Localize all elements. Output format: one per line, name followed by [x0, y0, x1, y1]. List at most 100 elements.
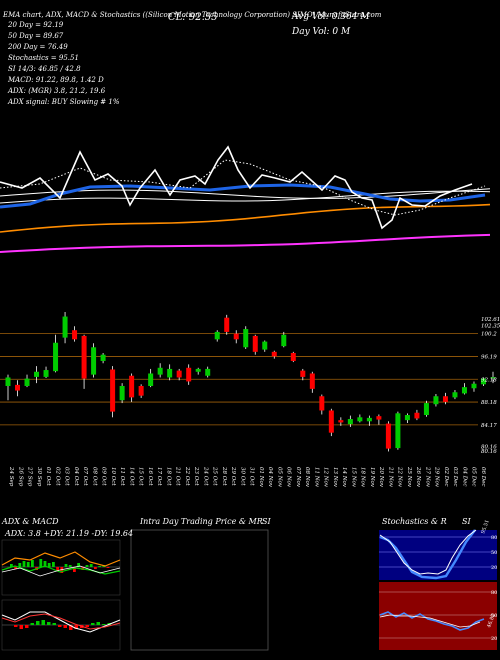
date-tick-label: 06 Dec [480, 467, 486, 487]
macd-hist-bar [25, 625, 29, 628]
ema-50-line [0, 188, 491, 199]
candle-body [366, 417, 372, 422]
candle [442, 392, 448, 405]
ema-chart [0, 145, 491, 253]
candle [490, 371, 496, 384]
candle [271, 350, 277, 359]
date-tick-label: 07 Nov [295, 467, 301, 488]
price-tick-label: 84.17 [481, 423, 497, 429]
date-tick-label: 04 Dec [461, 467, 467, 487]
candle [148, 368, 154, 388]
candle [366, 415, 372, 426]
date-tick-label: 17 Oct [156, 467, 162, 486]
adx-hist-bar [89, 564, 93, 567]
date-tick-label: 03 Dec [452, 467, 458, 487]
candle-body [319, 396, 325, 411]
candle [262, 340, 268, 352]
candle [205, 366, 211, 378]
candle [300, 368, 306, 381]
date-tick-label: 20 Nov [378, 466, 384, 488]
candle-body [471, 383, 477, 389]
candle [338, 417, 344, 426]
candle [119, 383, 125, 404]
adx-hist-bar [64, 564, 68, 567]
adx-hist-bar [94, 567, 97, 569]
date-tick-label: 29 Nov [434, 466, 440, 488]
candle [24, 374, 30, 388]
date-tick-label: 04 Oct [73, 467, 79, 486]
candle-body [395, 413, 401, 449]
candle [176, 368, 182, 381]
candle [319, 394, 325, 415]
date-tick-label: 23 Oct [193, 466, 199, 486]
candle-body [252, 335, 258, 352]
rsi-line [379, 611, 485, 631]
price-tick-label: 80.16 [481, 449, 497, 455]
macd-hist-bar [102, 624, 106, 625]
stoch-k-line [379, 529, 477, 575]
si-label: SI 14/3: 46.85 / 42.8 [8, 65, 81, 73]
intraday-panel-frame [130, 529, 269, 651]
candle [53, 334, 59, 373]
ma-50-label: 50 Day = 89.67 [8, 32, 64, 40]
price-tick-label: 92.18 [481, 377, 497, 383]
candle [195, 367, 201, 375]
date-tick-label: 07 Oct [82, 467, 88, 486]
candle [62, 312, 68, 344]
candle [243, 326, 249, 349]
stoch-panel-bg [379, 530, 497, 580]
date-tick-label: 28 Oct [221, 466, 227, 486]
candle-body [214, 331, 220, 340]
macd-hist-bar [69, 625, 73, 630]
candle-body [338, 420, 344, 423]
ema-long-line [0, 233, 491, 253]
date-tick-label: 26 Sep [17, 466, 23, 487]
candle-body [138, 386, 144, 396]
price-tick-label: 100.2 [481, 332, 497, 338]
adx-hist-bar [85, 565, 89, 567]
date-tick-label: 08 Nov [304, 467, 310, 488]
price-tick-label: 96.19 [481, 354, 497, 360]
candle [129, 373, 135, 402]
candle-body [62, 316, 68, 338]
date-tick-label: 30 Oct [239, 467, 245, 486]
date-tick-label: 05 Nov [276, 467, 282, 488]
candle [461, 383, 467, 395]
candle [347, 415, 353, 427]
candle [404, 413, 410, 423]
stoch-d-line [379, 529, 476, 580]
close-price: CL: 92.55 [168, 12, 218, 23]
adx-panel-title: ADX & MACD [2, 517, 59, 526]
macd-hist-bar [52, 623, 56, 625]
date-tick-label: 06 Nov [286, 467, 292, 488]
candle [214, 330, 220, 342]
candle-body [243, 329, 249, 348]
date-tick-label: 25 Nov [406, 466, 412, 488]
candle [376, 414, 382, 425]
candle-body [300, 370, 306, 377]
candle-body [157, 367, 163, 375]
adx-hist-bar [43, 561, 47, 567]
candle-body [195, 368, 201, 372]
candle [110, 366, 116, 418]
candle [480, 377, 486, 386]
adx-hist-bar [26, 562, 30, 567]
date-tick-label: 08 Oct [91, 467, 97, 486]
rsi-axis-label: 50 [491, 613, 497, 619]
macd-hist-bar [47, 622, 51, 625]
candle [290, 351, 296, 363]
date-tick-label: 05 Dec [471, 467, 477, 487]
candle-body [186, 367, 192, 382]
candle-body [53, 342, 59, 372]
candle-body [281, 334, 287, 347]
intraday-panel-title: Intra Day Trading Price & MR [140, 517, 263, 526]
date-tick-label: 18 Oct [165, 467, 171, 486]
date-tick-label: 27 Nov [424, 466, 430, 488]
date-tick-label: 09 Oct [101, 467, 107, 486]
date-tick-label: 11 Oct [119, 467, 125, 486]
stoch-axis-label: 20 [491, 565, 497, 571]
candle-body [414, 412, 420, 419]
candle [72, 326, 78, 342]
date-tick-label: 26 Nov [415, 466, 421, 488]
date-tick-label: 04 Nov [267, 467, 273, 488]
